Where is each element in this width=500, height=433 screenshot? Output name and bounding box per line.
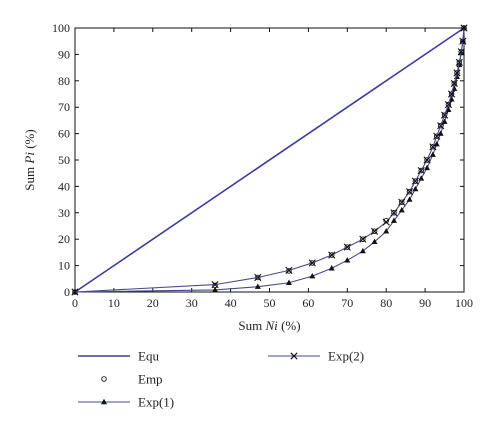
data-point bbox=[254, 283, 261, 289]
data-point bbox=[212, 286, 219, 293]
data-point bbox=[429, 143, 437, 151]
legend-marker bbox=[290, 352, 298, 360]
data-point bbox=[453, 69, 461, 77]
x-tick-label: 90 bbox=[419, 296, 431, 310]
data-point bbox=[450, 79, 458, 88]
data-point bbox=[437, 122, 445, 130]
data-point bbox=[359, 235, 367, 243]
legend-item: Exp(2) bbox=[268, 349, 364, 364]
y-tick-label: 30 bbox=[58, 206, 70, 220]
x-tick-label: 40 bbox=[225, 296, 237, 310]
data-point bbox=[211, 281, 219, 289]
y-tick-label: 100 bbox=[52, 21, 70, 35]
y-axis-ticks: 0 10 20 30 40 50 60 70 80 90 100 bbox=[52, 21, 464, 299]
data-point bbox=[457, 48, 465, 56]
legend-label: Emp bbox=[138, 372, 163, 387]
y-tick-label: 50 bbox=[58, 153, 70, 167]
x-tick-label: 20 bbox=[147, 296, 159, 310]
data-point bbox=[455, 58, 463, 66]
legend-label: Exp(1) bbox=[138, 395, 174, 410]
data-point bbox=[382, 218, 390, 226]
data-point bbox=[308, 259, 316, 267]
data-point bbox=[309, 272, 316, 279]
data-point bbox=[398, 206, 405, 213]
data-point bbox=[447, 90, 456, 98]
legend-label: Exp(2) bbox=[328, 349, 364, 364]
data-point bbox=[254, 273, 262, 282]
data-point bbox=[328, 265, 335, 271]
data-point bbox=[371, 238, 378, 245]
y-axis-label: Sum Pi (%) bbox=[22, 129, 37, 190]
data-point bbox=[405, 188, 414, 196]
data-point bbox=[71, 288, 79, 296]
series-line bbox=[74, 27, 465, 293]
data-point bbox=[285, 279, 292, 285]
x-axis-label: Sum Ni (%) bbox=[238, 318, 300, 333]
data-point bbox=[433, 132, 441, 140]
x-tick-label: 100 bbox=[455, 296, 473, 310]
data-point bbox=[460, 24, 468, 32]
x-tick-label: 50 bbox=[264, 296, 276, 310]
data-point bbox=[424, 164, 431, 171]
x-tick-label: 10 bbox=[108, 296, 120, 310]
y-tick-label: 90 bbox=[58, 47, 70, 61]
data-point bbox=[412, 185, 419, 192]
y-tick-label: 10 bbox=[58, 259, 70, 273]
data-point bbox=[383, 217, 389, 224]
data-point bbox=[440, 111, 449, 119]
x-tick-label: 30 bbox=[186, 296, 198, 310]
y-tick-label: 20 bbox=[58, 232, 70, 246]
legend-marker bbox=[101, 398, 107, 405]
data-point bbox=[285, 266, 293, 274]
data-point bbox=[383, 228, 390, 234]
data-point bbox=[418, 175, 425, 181]
legend: Equ Emp Exp(1) Exp(2) bbox=[78, 349, 364, 410]
data-point bbox=[359, 247, 366, 254]
data-point bbox=[417, 166, 425, 175]
data-point bbox=[445, 106, 452, 113]
data-point bbox=[398, 198, 406, 206]
series-exp-2 bbox=[71, 24, 468, 296]
x-axis-ticks: 0 10 20 30 40 50 60 70 80 90 100 bbox=[72, 28, 473, 310]
legend-marker bbox=[101, 376, 107, 382]
plot-series bbox=[71, 24, 468, 296]
data-point bbox=[343, 243, 351, 251]
x-tick-label: 0 bbox=[72, 296, 78, 310]
data-point bbox=[390, 209, 398, 217]
data-point bbox=[423, 156, 431, 164]
x-tick-label: 60 bbox=[302, 296, 314, 310]
series-equ bbox=[74, 27, 465, 293]
y-tick-label: 0 bbox=[64, 285, 70, 299]
data-point bbox=[429, 151, 436, 157]
data-point bbox=[328, 251, 336, 259]
x-tick-label: 70 bbox=[341, 296, 353, 310]
y-tick-label: 80 bbox=[58, 74, 70, 88]
data-point bbox=[344, 257, 351, 263]
legend-label: Equ bbox=[138, 349, 159, 364]
y-tick-label: 40 bbox=[58, 179, 70, 193]
data-point bbox=[459, 37, 467, 45]
data-point bbox=[406, 196, 413, 202]
y-tick-label: 70 bbox=[58, 100, 70, 114]
legend-item: Exp(1) bbox=[78, 395, 174, 410]
x-tick-label: 80 bbox=[380, 296, 392, 310]
data-point bbox=[411, 177, 419, 185]
data-point bbox=[390, 217, 397, 223]
y-tick-label: 60 bbox=[58, 127, 70, 141]
data-point bbox=[370, 227, 379, 235]
data-point bbox=[444, 100, 453, 109]
legend-item: Emp bbox=[101, 372, 163, 387]
equ-line bbox=[74, 27, 465, 293]
legend-item: Equ bbox=[78, 349, 159, 364]
